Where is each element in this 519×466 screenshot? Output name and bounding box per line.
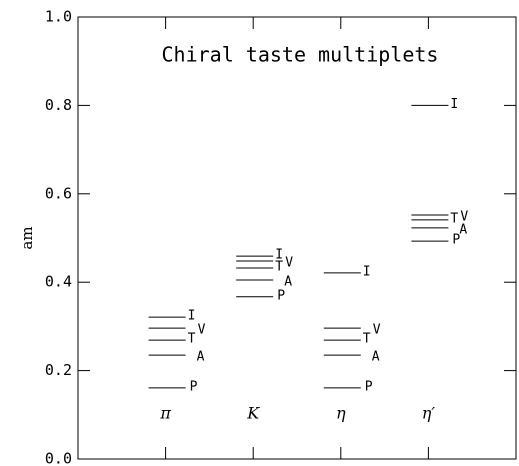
y-tick-label: 1.0 bbox=[45, 8, 72, 26]
level-label: A bbox=[459, 222, 467, 237]
category-label: η′ bbox=[422, 404, 436, 423]
level-label: V bbox=[198, 323, 206, 338]
level-label: T bbox=[275, 260, 283, 275]
level-label: A bbox=[284, 274, 292, 289]
level-label: T bbox=[188, 332, 196, 347]
level-label: T bbox=[450, 211, 458, 226]
y-tick-label: 0.8 bbox=[45, 96, 72, 114]
level-label: I bbox=[450, 97, 458, 112]
y-tick-label: 0.6 bbox=[45, 184, 72, 202]
level-label: V bbox=[373, 323, 381, 338]
level-label: P bbox=[190, 379, 198, 394]
chart-title: Chiral taste multiplets bbox=[162, 43, 439, 67]
category-label: K bbox=[246, 404, 260, 423]
level-label: I bbox=[363, 264, 371, 279]
y-axis-label: am bbox=[18, 226, 36, 249]
level-label: P bbox=[277, 288, 285, 303]
level-label: P bbox=[365, 379, 373, 394]
level-label: A bbox=[197, 350, 205, 365]
category-label: η bbox=[336, 404, 346, 423]
level-label: T bbox=[363, 332, 371, 347]
plot-frame bbox=[77, 16, 517, 460]
level-label: P bbox=[452, 233, 460, 248]
level-label: V bbox=[460, 210, 468, 225]
level-label: A bbox=[372, 350, 380, 365]
y-tick-label: 0.0 bbox=[45, 450, 72, 466]
y-tick-label: 0.2 bbox=[45, 361, 72, 379]
y-tick-label: 0.4 bbox=[45, 273, 72, 291]
level-label: I bbox=[188, 309, 196, 324]
level-label: I bbox=[275, 248, 283, 263]
category-label: π bbox=[159, 404, 171, 423]
level-label: V bbox=[285, 255, 293, 270]
